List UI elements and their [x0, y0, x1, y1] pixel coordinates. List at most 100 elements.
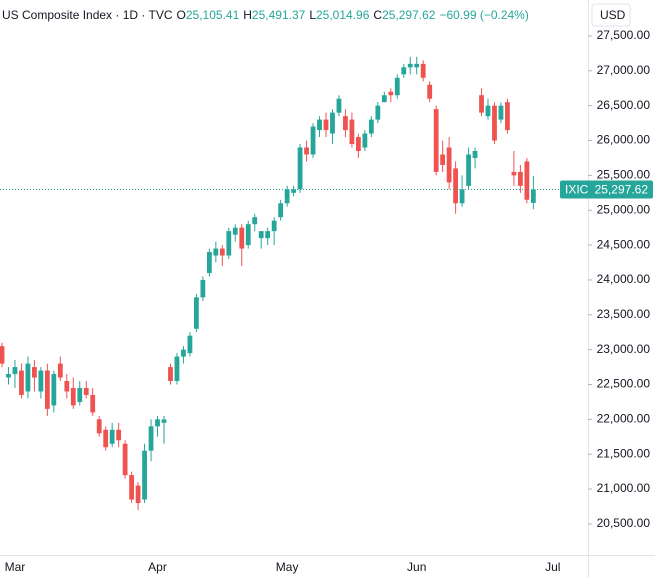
candle-body [226, 231, 232, 256]
candle-body [271, 220, 277, 232]
candle-body [174, 356, 180, 382]
candle-body [57, 363, 63, 378]
candle-body [284, 189, 290, 204]
candle-body [245, 224, 251, 246]
candle-body [278, 203, 284, 218]
header-change: −60.99 (−0.24%) [439, 8, 528, 22]
candle-body [213, 248, 219, 256]
currency-box[interactable] [591, 3, 631, 27]
y-tick-label: 22,500.00 [597, 377, 651, 391]
candle-body [155, 419, 160, 427]
candle-body [135, 485, 141, 503]
candle-body [291, 189, 296, 193]
candle-body [194, 297, 199, 329]
candle-body [388, 91, 394, 96]
candle-body [505, 102, 510, 131]
header-value: 25,105.41 [186, 8, 240, 22]
candle-body [310, 126, 316, 155]
y-tick-label: 21,000.00 [597, 481, 651, 495]
header: US Composite Index · 1D · TVC O 25,105.41… [2, 8, 529, 22]
candle-body [401, 67, 407, 75]
currency[interactable]: USD [600, 8, 626, 22]
candle-body [258, 231, 264, 239]
y-tick-label: 23,000.00 [597, 342, 651, 356]
candle-body [459, 189, 465, 204]
candle-body [32, 367, 37, 378]
header-label: C [373, 8, 382, 22]
candle-body [323, 119, 329, 131]
candle-body [420, 63, 426, 78]
x-tick-label: Apr [148, 560, 167, 574]
header-label: H [243, 8, 252, 22]
candle-body [453, 168, 458, 204]
y-tick-label: 23,500.00 [597, 307, 651, 321]
candle-body [77, 387, 83, 402]
candle-body [109, 429, 115, 444]
candle-body [129, 475, 134, 500]
candle-body [530, 189, 536, 203]
candle-body [148, 426, 154, 451]
candle-body [518, 171, 523, 186]
candle-body [12, 367, 18, 375]
header-label: O [177, 8, 186, 22]
candle-body [472, 150, 478, 158]
candle-body [206, 252, 212, 273]
candle-body [407, 63, 413, 68]
candle-body [466, 154, 471, 186]
candle-body [362, 133, 368, 148]
candle-body [498, 105, 504, 120]
candle-body [187, 335, 193, 354]
y-tick-label: 24,500.00 [597, 237, 651, 251]
candle-body [394, 77, 400, 96]
candle-body [200, 279, 206, 298]
candle-body [524, 161, 530, 200]
candle-body [414, 63, 420, 68]
y-tick-label: 27,000.00 [597, 63, 651, 77]
candle-body [343, 116, 348, 131]
symbol-title: US Composite Index · 1D · TVC [2, 8, 173, 22]
last-price-label: 25,297.62 [595, 183, 649, 197]
candle-body [446, 147, 452, 183]
candle-body [492, 105, 497, 141]
plot [0, 56, 536, 510]
candle-body [252, 217, 258, 225]
y-tick-label: 22,000.00 [597, 412, 651, 426]
candle-body [38, 370, 44, 392]
y-tick-label: 25,500.00 [597, 168, 651, 182]
candle-body [44, 370, 50, 409]
candle-body [83, 387, 89, 395]
candle-body [381, 95, 387, 103]
header-value: 25,491.37 [252, 8, 306, 22]
candle-body [142, 450, 147, 500]
candle-body [356, 137, 361, 151]
x-tick-label: Mar [5, 560, 26, 574]
candle-body [440, 154, 446, 165]
y-tick-label: 20,500.00 [597, 516, 651, 530]
candle-body [511, 171, 517, 176]
candle-body [317, 119, 322, 131]
candle-body [51, 374, 57, 406]
header-value: 25,297.62 [382, 8, 436, 22]
candle-body [168, 367, 173, 382]
y-tick-label: 24,000.00 [597, 272, 651, 286]
candle-body [96, 419, 102, 434]
y-tick-label: 25,000.00 [597, 202, 651, 216]
x-tick-label: Jun [407, 560, 426, 574]
candle-body [433, 109, 439, 172]
candle-body [297, 147, 303, 190]
y-tick-label: 26,500.00 [597, 98, 651, 112]
last-price-tag [560, 180, 653, 199]
candle-body [349, 119, 355, 145]
candle-body [64, 381, 70, 392]
candle-body [122, 443, 128, 476]
candle-body [219, 248, 225, 256]
candle-body [304, 147, 309, 155]
y-tick-label: 21,500.00 [597, 446, 651, 460]
candle-body [19, 370, 24, 395]
candle-body [485, 105, 491, 117]
candle-body [103, 429, 109, 448]
candle-body [368, 119, 374, 134]
header-value: 25,014.96 [316, 8, 370, 22]
